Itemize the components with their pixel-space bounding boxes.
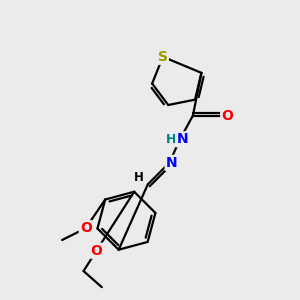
Text: O: O xyxy=(221,109,233,123)
Text: N: N xyxy=(166,156,177,170)
Text: O: O xyxy=(91,244,102,258)
Text: S: S xyxy=(158,50,168,64)
Text: N: N xyxy=(176,132,188,146)
Text: H: H xyxy=(134,171,144,184)
Text: O: O xyxy=(80,221,92,235)
Text: H: H xyxy=(166,133,177,146)
